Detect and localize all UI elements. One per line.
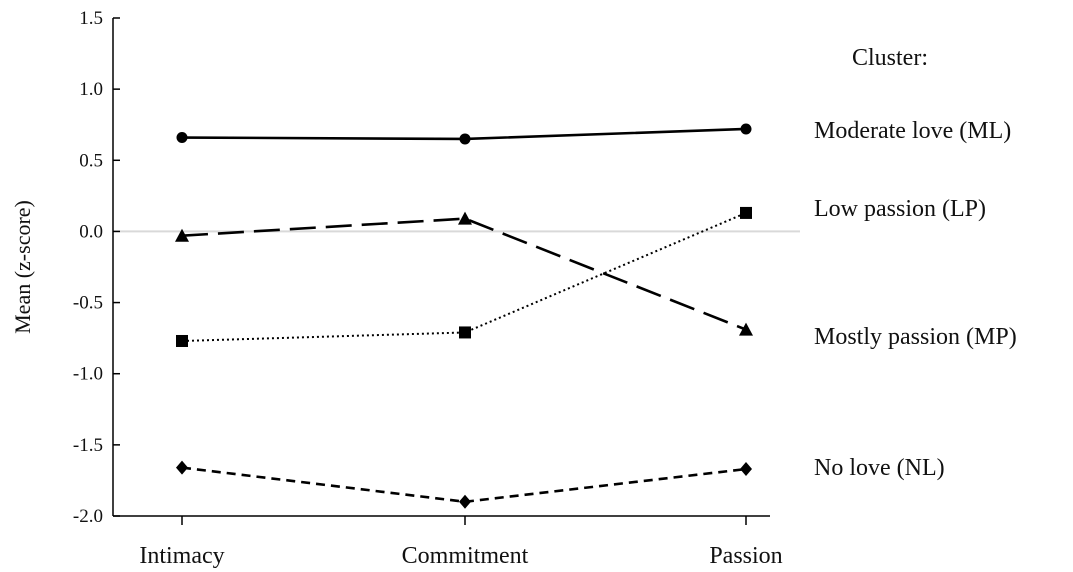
series-line: [181, 217, 747, 331]
y-tick-label: 1.0: [79, 79, 103, 100]
x-tick-label: Intimacy: [139, 543, 224, 569]
y-tick-label: 0.5: [79, 150, 103, 171]
square-marker: [459, 326, 471, 339]
x-tick-label: Commitment: [402, 543, 529, 569]
labels-layer: 1.5 1.0 0.5 0.0 -0.5 -1.0 -1.5 -2.0 Intimacy Comm…: [10, 8, 1017, 569]
series-line: [181, 212, 747, 342]
diamond-marker: [740, 462, 752, 477]
y-tick-label: 0.0: [79, 221, 103, 242]
series-layer: [175, 123, 753, 509]
diamond-marker: [176, 460, 188, 475]
triangle-marker: [175, 228, 189, 242]
x-tick-label: Passion: [709, 543, 782, 569]
legend-entry: Mostly passion (MP): [814, 324, 1017, 350]
legend-entry: Moderate love (ML): [814, 118, 1011, 144]
circle-marker: [740, 123, 752, 135]
y-tick-label: -0.5: [73, 293, 103, 314]
y-tick-label: -1.5: [73, 435, 103, 456]
square-marker: [740, 206, 752, 219]
legend-entry: No love (NL): [814, 455, 945, 481]
series-group: [176, 206, 752, 347]
circle-marker: [459, 133, 471, 145]
y-tick-label: 1.5: [79, 8, 103, 29]
y-tick-label: -1.0: [73, 364, 103, 385]
series-group: [176, 123, 752, 145]
circle-marker: [176, 132, 188, 144]
y-tick-label: -2.0: [73, 506, 103, 527]
triangle-marker: [458, 211, 472, 225]
square-marker: [176, 334, 188, 347]
y-axis-title: Mean (z-score): [10, 200, 35, 334]
triangle-marker: [739, 322, 753, 336]
legend-entry: Low passion (LP): [814, 196, 986, 222]
series-group: [176, 460, 752, 509]
legend-title: Cluster:: [852, 45, 928, 71]
series-group: [175, 211, 753, 336]
diamond-marker: [459, 494, 471, 509]
axes-layer: [112, 17, 770, 525]
